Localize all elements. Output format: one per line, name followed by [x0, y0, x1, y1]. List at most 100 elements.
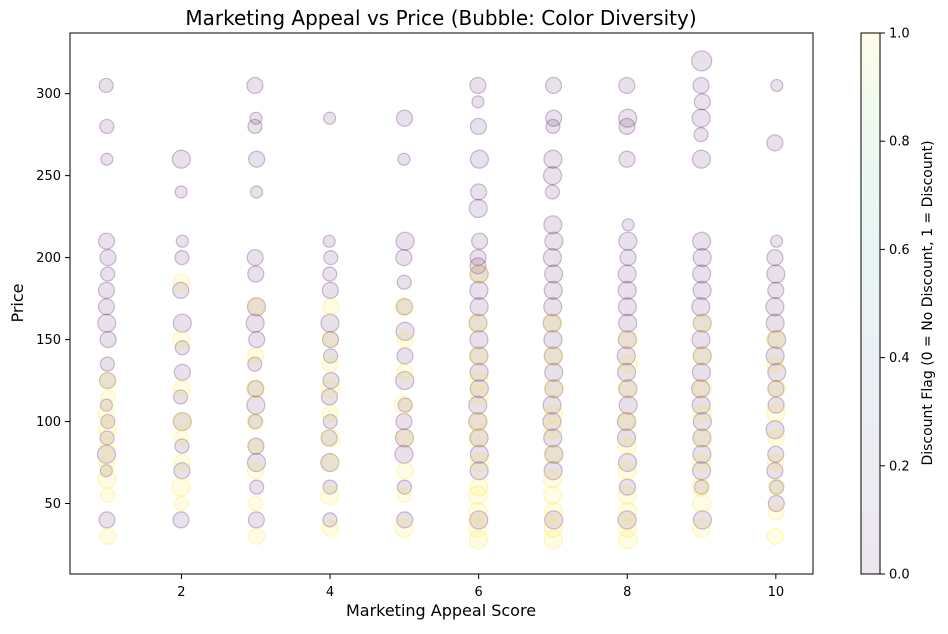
scatter-point-discount: [247, 298, 266, 316]
scatter-point-discount: [767, 429, 786, 447]
scatter-point-no-discount: [543, 461, 563, 481]
scatter-point-no-discount: [770, 78, 784, 93]
scatter-point-no-discount: [469, 149, 490, 169]
y-tick-label: 50: [44, 497, 61, 512]
scatter-point-discount: [321, 355, 339, 373]
scatter-point-discount: [97, 420, 118, 440]
x-tick-label: 6: [475, 585, 483, 600]
colorbar-gradient: [861, 33, 880, 574]
scatter-point-no-discount: [469, 249, 487, 267]
colorbar: 0.0 0.2 0.4 0.6 0.8 1.0: [860, 27, 910, 583]
scatter-point-no-discount: [543, 346, 563, 366]
scatter-point-no-discount: [172, 313, 192, 333]
scatter-point-discount: [468, 518, 488, 538]
scatter-point-no-discount: [618, 150, 636, 168]
scatter-point-discount: [172, 411, 192, 432]
y-tick-label: 250: [36, 169, 61, 184]
scatter-point-no-discount: [395, 249, 413, 267]
scatter-point-no-discount: [469, 346, 489, 366]
scatter-point-no-discount: [617, 510, 637, 530]
plot-area: 2 4 6 8 10 50 100 150 200 250 300: [36, 32, 814, 600]
scatter-point-no-discount: [98, 511, 116, 529]
scatter-point-discount: [248, 495, 264, 512]
scatter-point-no-discount: [618, 478, 637, 496]
scatter-point-no-discount: [245, 313, 265, 333]
scatter-point-no-discount: [692, 313, 712, 333]
scatter-point-no-discount: [247, 413, 263, 430]
scatter-point-no-discount: [765, 346, 785, 366]
scatter-point-no-discount: [249, 479, 265, 495]
colorbar-label: Discount Flag (0 = No Discount, 1 = Disc…: [920, 140, 936, 465]
scatter-point-no-discount: [396, 274, 412, 290]
scatter-point-no-discount: [692, 428, 712, 448]
scatter-point-no-discount: [397, 152, 411, 166]
scatter-point-no-discount: [617, 280, 637, 300]
scatter-point-discount: [692, 313, 713, 333]
y-tick-label: 100: [36, 415, 61, 430]
x-tick-label: 10: [768, 585, 785, 600]
scatter-point-discount: [618, 411, 638, 432]
scatter-point-no-discount: [247, 437, 265, 455]
scatter-point-no-discount: [470, 183, 488, 201]
scatter-points: [96, 50, 787, 550]
scatter-point-no-discount: [542, 248, 563, 268]
plot-frame: [69, 32, 814, 575]
scatter-point-no-discount: [97, 232, 116, 250]
scatter-point-discount: [394, 297, 414, 317]
scatter-point-no-discount: [618, 108, 638, 128]
scatter-point-no-discount: [692, 248, 712, 268]
scatter-point-discount: [469, 370, 489, 391]
scatter-point-discount: [692, 428, 712, 448]
scatter-point-no-discount: [320, 313, 340, 333]
scatter-point-discount: [97, 404, 115, 422]
scatter-point-no-discount: [543, 280, 563, 300]
scatter-point-discount: [617, 461, 637, 481]
y-tick-label: 200: [36, 251, 61, 266]
colorbar-tick-label: 0.0: [889, 568, 910, 583]
scatter-point-discount: [320, 485, 340, 505]
scatter-point-no-discount: [469, 510, 489, 530]
scatter-point-discount: [766, 453, 785, 472]
scatter-point-no-discount: [616, 362, 637, 382]
scatter-point-no-discount: [692, 411, 712, 432]
scatter-point-no-discount: [617, 264, 637, 284]
scatter-point-no-discount: [542, 411, 562, 432]
scatter-point-no-discount: [469, 461, 489, 481]
scatter-point-no-discount: [323, 250, 339, 266]
scatter-point-discount: [544, 502, 564, 522]
scatter-point-no-discount: [543, 215, 563, 235]
scatter-point-no-discount: [544, 510, 564, 530]
scatter-point-discount: [246, 462, 265, 480]
scatter-point-discount: [394, 518, 414, 538]
scatter-point-no-discount: [616, 346, 636, 366]
scatter-point-discount: [543, 529, 563, 550]
scatter-point-no-discount: [544, 379, 564, 399]
scatter-point-no-discount: [691, 461, 712, 481]
scatter-point-no-discount: [469, 257, 487, 275]
scatter-point-discount: [97, 469, 117, 489]
scatter-point-no-discount: [246, 297, 267, 317]
scatter-point-no-discount: [765, 313, 785, 333]
scatter-point-no-discount: [322, 413, 338, 430]
scatter-point-no-discount: [394, 444, 414, 464]
scatter-point-no-discount: [691, 395, 711, 415]
scatter-point-no-discount: [616, 428, 637, 448]
x-tick-label: 4: [326, 585, 334, 600]
scatter-point-no-discount: [767, 396, 785, 414]
scatter-point-no-discount: [543, 297, 563, 317]
scatter-point-discount: [98, 453, 116, 472]
x-axis-label: Marketing Appeal Score: [346, 601, 536, 620]
scatter-point-discount: [617, 485, 637, 505]
scatter-point-no-discount: [394, 428, 415, 448]
scatter-point-discount: [470, 452, 490, 473]
scatter-point-no-discount: [766, 462, 784, 480]
scatter-point-no-discount: [322, 266, 338, 282]
scatter-point-discount: [692, 346, 712, 366]
scatter-point-no-discount: [469, 117, 488, 136]
scatter-point-discount: [692, 403, 712, 423]
scatter-point-discount: [469, 477, 489, 497]
scatter-point-discount: [767, 478, 786, 496]
x-tick-label: 8: [623, 585, 631, 600]
scatter-point-no-discount: [246, 249, 264, 267]
scatter-point-no-discount: [542, 395, 562, 415]
